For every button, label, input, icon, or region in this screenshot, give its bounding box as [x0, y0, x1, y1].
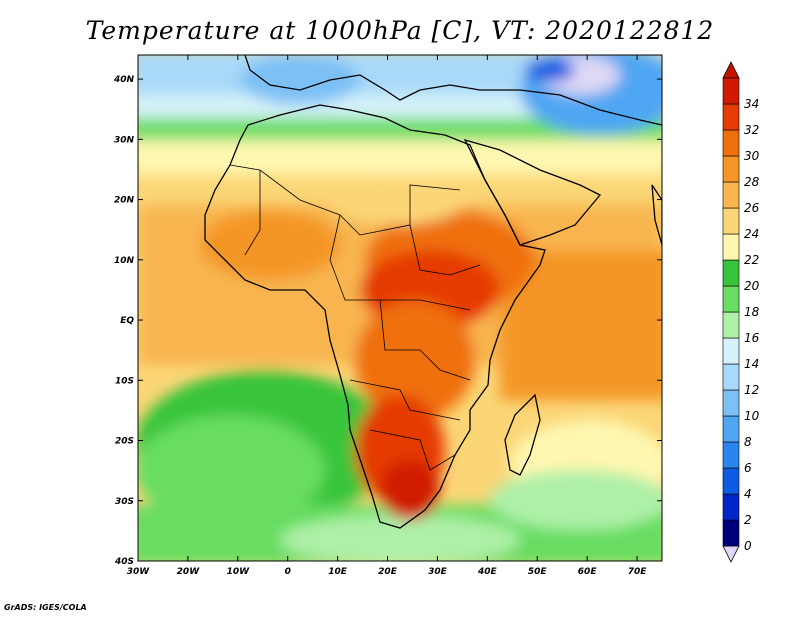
- lon-label: 20E: [378, 567, 398, 577]
- colorbar-over-triangle: [722, 61, 740, 79]
- colorbar-swatch: [722, 493, 740, 521]
- lat-label: 30N: [114, 135, 135, 145]
- colorbar-swatch: [722, 337, 740, 365]
- colorbar-swatch: [722, 311, 740, 339]
- colorbar-swatch: [722, 467, 740, 495]
- lon-label: 10E: [328, 567, 348, 577]
- colorbar-label: 28: [744, 175, 760, 189]
- lon-label: 10W: [227, 567, 251, 577]
- colorbar-label: 4: [744, 487, 752, 501]
- colorbar-label: 30: [744, 149, 760, 163]
- credit-text: GrADS: IGES/COLA: [4, 603, 87, 612]
- colorbar-label: 32: [744, 123, 759, 137]
- lon-label: 0: [285, 567, 291, 577]
- colorbar-swatch: [722, 519, 740, 547]
- field-sindian-green: [490, 470, 662, 530]
- colorbar-label: 24: [744, 227, 759, 241]
- colorbar-label: 22: [744, 253, 759, 267]
- field-kalahari: [380, 460, 440, 520]
- colorbar-swatch: [722, 259, 740, 287]
- field-satlantic-cool: [138, 415, 325, 525]
- field-caucasus-cold: [525, 58, 575, 82]
- lat-label: 10N: [114, 256, 135, 266]
- lat-label: 10S: [115, 376, 134, 386]
- field-sahel-west: [200, 210, 340, 280]
- colorbar-swatch: [722, 103, 740, 131]
- plot-frame: [137, 54, 663, 562]
- field-south-pale: [280, 515, 520, 561]
- colorbar-swatch: [722, 441, 740, 469]
- field-sahara-mid: [325, 175, 465, 225]
- latitude-axis: 40N 30N 20N 10N EQ 10S 20S 30S 40S: [113, 75, 662, 567]
- lon-label: 20W: [177, 567, 201, 577]
- lon-label: 40E: [477, 567, 498, 577]
- field-iberia-cold: [240, 55, 360, 105]
- lon-label: 70E: [628, 567, 648, 577]
- field-sub-yellow: [138, 140, 662, 175]
- colorbar-swatch: [722, 155, 740, 183]
- lon-label: 50E: [528, 567, 548, 577]
- colorbar-swatch: [722, 285, 740, 313]
- colorbar-swatch: [722, 363, 740, 391]
- india-coastline: [651, 184, 662, 246]
- lat-label: 40N: [113, 75, 135, 85]
- colorbar-swatch: [722, 389, 740, 417]
- colorbar-label: 12: [744, 383, 759, 397]
- lat-label: EQ: [120, 316, 134, 326]
- colorbar-swatch: [722, 77, 740, 105]
- colorbar-swatch: [722, 207, 740, 235]
- colorbar-label: 2: [744, 513, 752, 527]
- colorbar-swatch: [722, 233, 740, 261]
- colorbar-label: 18: [744, 305, 760, 319]
- colorbar-label: 16: [744, 331, 760, 345]
- colorbar-label: 20: [744, 279, 760, 293]
- africa-coastline: [204, 104, 546, 529]
- colorbar-label: 6: [744, 461, 752, 475]
- colorbar-label: 14: [744, 357, 759, 371]
- country-borders: [229, 164, 481, 471]
- lat-label: 40S: [114, 557, 134, 567]
- temperature-field: [138, 55, 662, 561]
- colorbar-label: 0: [744, 539, 752, 553]
- lat-label: 30S: [115, 497, 134, 507]
- lon-label: 30W: [127, 567, 151, 577]
- colorbar-swatch: [722, 181, 740, 209]
- border-lines: [229, 164, 481, 471]
- lon-label: 60E: [578, 567, 598, 577]
- colorbar-swatch: [722, 129, 740, 157]
- coastlines: [204, 55, 662, 529]
- colorbar-label: 34: [744, 97, 759, 111]
- lon-label: 30E: [428, 567, 448, 577]
- europe-coastline: [244, 55, 662, 126]
- colorbar-label: 8: [744, 435, 752, 449]
- colorbar-under-triangle: [722, 545, 740, 563]
- madagascar-coastline: [504, 393, 541, 476]
- colorbar-label: 26: [744, 201, 760, 215]
- colorbar-label: 10: [744, 409, 760, 423]
- field-congo: [355, 300, 475, 420]
- arabia-coastline: [463, 138, 602, 246]
- lat-label: 20S: [115, 437, 134, 447]
- colorbar-swatch: [722, 415, 740, 443]
- map-title: Temperature at 1000hPa [C], VT: 20201228…: [85, 16, 715, 45]
- longitude-axis: 30W 20W 10W 0 10E 20E 30E 40E 50E 60E 70E: [127, 55, 647, 577]
- lat-label: 20N: [114, 196, 135, 206]
